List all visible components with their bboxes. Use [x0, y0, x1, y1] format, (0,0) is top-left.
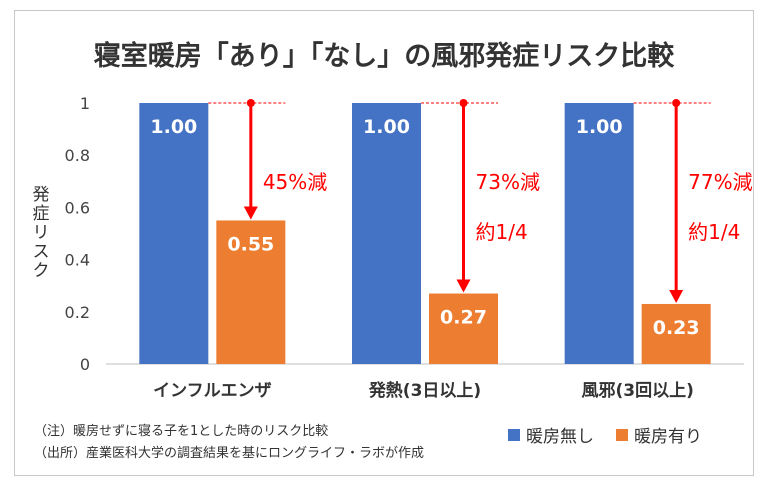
bar-data-label: 1.00	[150, 116, 197, 138]
bar	[429, 293, 498, 364]
x-category-label: インフルエンザ	[153, 381, 272, 401]
arrow-head	[669, 289, 684, 303]
legend-label: 暖房無し	[526, 427, 594, 447]
y-tick-label: 0.4	[65, 251, 90, 270]
legend-swatch-blue	[508, 428, 520, 441]
bar-data-label: 0.23	[653, 317, 700, 339]
footnote-note: （注）暖房せずに寝る子を1とした時のリスク比較	[34, 424, 329, 439]
y-tick-label: 0.2	[65, 303, 90, 322]
y-tick-label: 0.8	[65, 146, 90, 165]
reduction-annotation: 約1/4	[688, 220, 740, 244]
bar-data-label: 1.00	[576, 116, 623, 138]
x-category-label: 発熱(3日以上)	[368, 380, 481, 401]
x-category-label: 風邪(3回以上)	[581, 381, 693, 401]
y-axis-label-char: リ	[32, 223, 50, 243]
bar	[564, 103, 634, 364]
footnote-source: （出所）産業医科大学の調査結果を基にロングライフ・ラボが作成	[34, 446, 425, 461]
y-axis-label-char: 症	[32, 204, 50, 224]
bar	[216, 220, 286, 364]
bar	[641, 303, 711, 364]
bar-data-label: 1.00	[363, 116, 410, 138]
y-axis-label: 発 症 リ ス ク	[30, 186, 52, 281]
arrow-head	[243, 206, 258, 220]
bar-data-label: 0.55	[227, 233, 274, 255]
bar-data-label: 0.27	[440, 307, 487, 329]
reduction-annotation: 約1/4	[476, 220, 528, 244]
y-tick-label: 0	[80, 355, 90, 374]
bar	[139, 103, 209, 364]
reduction-annotation: 77%減	[688, 170, 752, 194]
legend-item-no-heating: 暖房無し	[508, 422, 594, 447]
legend: 暖房無し 暖房有り	[508, 422, 702, 447]
y-tick-label: 1	[80, 94, 90, 113]
chart-title: 寝室暖房「あり」「なし」の風邪発症リスク比較	[93, 41, 675, 72]
reduction-annotation: 45%減	[263, 170, 327, 194]
y-axis-label-char: ク	[32, 261, 50, 281]
arrow-head	[456, 279, 471, 293]
legend-item-heating: 暖房有り	[616, 422, 702, 447]
y-axis-label-char: ス	[32, 242, 50, 262]
y-axis-label-char: 発	[32, 185, 50, 205]
bar	[352, 103, 421, 364]
legend-label: 暖房有り	[634, 427, 702, 447]
reduction-annotation: 73%減	[476, 170, 540, 194]
legend-swatch-orange	[616, 428, 628, 441]
y-tick-label: 0.6	[65, 198, 90, 217]
